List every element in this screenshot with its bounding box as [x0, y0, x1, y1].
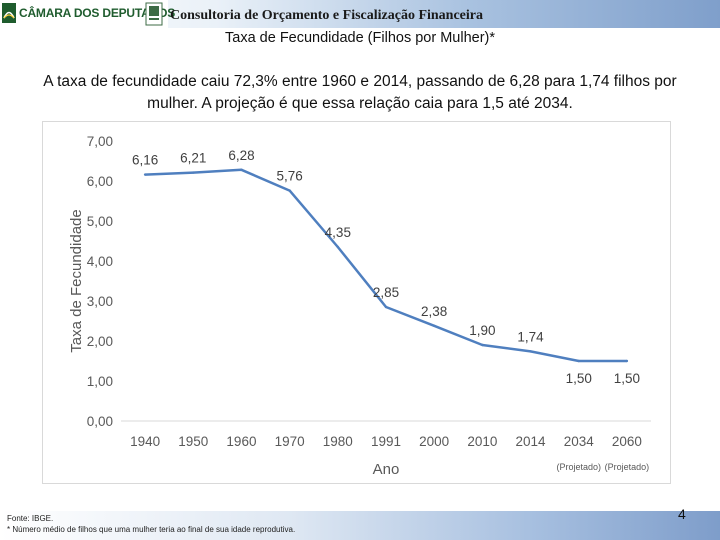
- header-bar: CÂMARA DOS DEPUTADOS Consultoria de Orça…: [0, 0, 720, 28]
- x-tick-note: (Projetado): [556, 462, 601, 472]
- x-tick-label: 2034: [564, 434, 595, 449]
- data-point: [240, 168, 243, 171]
- y-tick-label: 7,00: [87, 134, 113, 149]
- data-point: [432, 324, 436, 327]
- y-tick-label: 0,00: [87, 414, 113, 429]
- data-label: 1,74: [517, 329, 544, 344]
- data-point: [143, 173, 147, 176]
- data-point: [481, 343, 484, 347]
- slide-text: A taxa de fecundidade caiu 72,3% entre 1…: [43, 73, 677, 112]
- data-point: [336, 245, 340, 249]
- y-tick-label: 6,00: [87, 174, 113, 189]
- x-tick-label: 1991: [371, 434, 401, 449]
- emblem-icon: [145, 2, 163, 26]
- y-tick-label: 2,00: [87, 334, 113, 349]
- y-tick-label: 5,00: [87, 214, 113, 229]
- footer-bar: [0, 511, 720, 540]
- series-line: [145, 168, 627, 363]
- x-tick-label: 1980: [323, 434, 353, 449]
- data-label: 2,38: [421, 304, 447, 319]
- footnote: Fonte: IBGE. * Número médio de filhos qu…: [7, 513, 295, 535]
- data-label: 1,50: [566, 371, 592, 386]
- data-label: 6,16: [132, 153, 158, 168]
- data-label: 4,35: [325, 225, 351, 240]
- slide-title: Taxa de Fecundidade (Filhos por Mulher)*: [225, 30, 495, 46]
- y-tick-label: 4,00: [87, 254, 113, 269]
- data-label: 6,21: [180, 151, 206, 166]
- data-point: [384, 305, 388, 309]
- data-point: [577, 359, 580, 363]
- x-axis-title: Ano: [373, 461, 400, 478]
- data-label: 6,28: [228, 148, 254, 163]
- data-point: [192, 171, 195, 174]
- x-tick-note: (Projetado): [605, 462, 650, 472]
- logo-text: CÂMARA DOS DEPUTADOS: [19, 6, 176, 20]
- x-tick-label: 1940: [130, 434, 160, 449]
- footnote-source: Fonte: IBGE.: [7, 514, 54, 523]
- x-tick-label: 2000: [419, 434, 449, 449]
- data-point: [288, 189, 291, 192]
- data-label: 1,50: [614, 371, 640, 386]
- x-tick-label: 1970: [275, 434, 305, 449]
- y-tick-label: 3,00: [87, 294, 113, 309]
- data-point: [529, 350, 532, 353]
- page-number: 4: [678, 506, 686, 522]
- y-axis-title: Taxa de Fecundidade: [68, 209, 85, 352]
- data-label: 5,76: [276, 169, 302, 184]
- data-point: [625, 359, 629, 363]
- footnote-note: * Número médio de filhos que uma mulher …: [7, 525, 296, 534]
- data-label: 2,85: [373, 285, 399, 300]
- y-tick-label: 1,00: [87, 374, 113, 389]
- camara-logo-icon: [2, 3, 16, 23]
- data-label: 1,90: [469, 323, 495, 338]
- header-title: Consultoria de Orçamento e Fiscalização …: [170, 8, 483, 23]
- x-tick-label: 2060: [612, 434, 642, 449]
- x-tick-label: 1960: [226, 434, 256, 449]
- logo: CÂMARA DOS DEPUTADOS: [0, 0, 175, 28]
- chart-frame: 0,00 1,00 2,00 3,00 4,00 5,00 6,00 7,00 1940 1950…: [42, 121, 671, 484]
- x-tick-label: 2010: [467, 434, 497, 449]
- x-tick-label: 2014: [516, 434, 547, 449]
- x-tick-label: 1950: [178, 434, 208, 449]
- fertility-chart: 0,00 1,00 2,00 3,00 4,00 5,00 6,00 7,00 1940 1950…: [68, 134, 651, 478]
